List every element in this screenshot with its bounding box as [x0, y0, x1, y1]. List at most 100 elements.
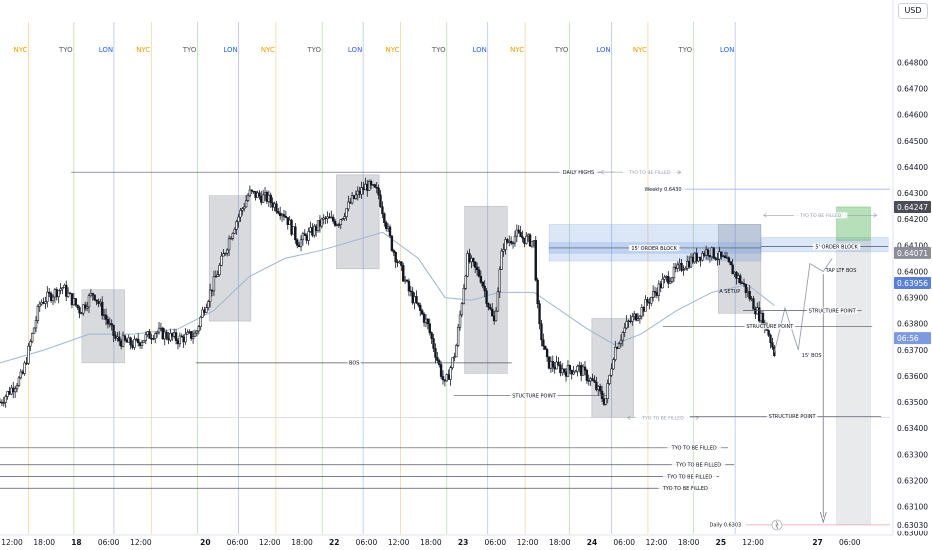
candle-body — [508, 240, 511, 243]
candle-body — [127, 337, 130, 343]
candle-body — [498, 269, 501, 293]
session-label-nyc: NYC — [510, 46, 524, 54]
session-label-lon: LON — [473, 46, 487, 54]
candle-body — [555, 361, 558, 370]
candle-body — [271, 202, 274, 208]
candle-body — [144, 334, 147, 341]
candle-body — [644, 299, 647, 312]
candle-body — [214, 276, 218, 278]
candle-body — [282, 214, 286, 217]
candle-body — [633, 313, 636, 317]
candle-body — [400, 261, 403, 266]
session-label-tyo: TYO — [431, 46, 446, 54]
candle-body — [403, 279, 407, 282]
price-tag — [894, 332, 931, 345]
candle-body — [689, 256, 693, 268]
candle-body — [161, 327, 165, 340]
candle-body — [261, 194, 265, 203]
candle-body — [356, 190, 360, 196]
currency-button[interactable]: USD — [898, 3, 928, 19]
candle-body — [684, 267, 687, 271]
candle-body — [428, 323, 431, 333]
candle-body — [547, 356, 551, 369]
level-label-bg — [628, 244, 680, 251]
candle-body — [604, 398, 608, 405]
candle-body — [491, 308, 494, 317]
candle-body — [767, 330, 770, 336]
candle-body — [152, 338, 155, 340]
candle-body — [542, 339, 545, 347]
level-label-bg — [812, 243, 861, 250]
candle-body — [174, 332, 178, 341]
candle-body — [570, 369, 573, 375]
session-label-tyo: TYO — [58, 46, 73, 54]
level-label: 15' ORDER BLOCK — [631, 246, 677, 252]
candle-body — [528, 234, 532, 247]
candle-body — [301, 233, 305, 241]
candle-body — [544, 345, 547, 350]
candle-body — [243, 206, 246, 209]
time-label: 18:00 — [549, 538, 571, 547]
candle-body — [566, 365, 570, 377]
candle-body — [377, 187, 380, 196]
price-tick-label: 0.64500 — [897, 137, 928, 146]
candle-body — [328, 216, 331, 219]
candle-body — [545, 349, 549, 358]
candle-body — [129, 337, 132, 346]
candle-body — [68, 292, 72, 295]
candle-body — [562, 368, 566, 373]
candle-body — [481, 282, 484, 287]
candle-body — [733, 271, 736, 275]
candle-body — [66, 292, 70, 297]
candle-body — [278, 212, 282, 217]
candle-body — [511, 242, 515, 245]
candle-body — [246, 195, 250, 201]
candle-body — [375, 186, 378, 189]
candle-body — [610, 368, 613, 376]
candle-body — [140, 342, 144, 346]
candle-body — [388, 226, 392, 237]
candle-body — [19, 371, 23, 379]
candle-body — [311, 227, 314, 236]
candle-body — [483, 285, 486, 292]
candle-body — [6, 391, 9, 397]
candle-body — [731, 264, 734, 275]
level-label-bg — [640, 186, 686, 193]
candle-body — [394, 251, 397, 263]
time-label: 12:00 — [130, 538, 152, 547]
candle-body — [324, 217, 327, 220]
level-arrow-left — [626, 415, 631, 421]
candle-body — [13, 388, 17, 393]
candle-body — [430, 332, 433, 339]
candle-body — [347, 201, 350, 210]
candle-body — [494, 310, 498, 322]
candle-body — [424, 318, 428, 323]
candle-body — [119, 340, 123, 347]
time-label: 06:00 — [485, 538, 507, 547]
candle-body — [38, 303, 41, 307]
candle-body — [746, 291, 749, 294]
candle-body — [589, 378, 592, 382]
candle-body — [212, 276, 216, 292]
candle-body — [296, 239, 299, 246]
candle-body — [74, 298, 77, 306]
candle-body — [597, 386, 600, 390]
candle-body — [99, 301, 102, 304]
candle-body — [275, 203, 278, 212]
candle-body — [178, 335, 182, 345]
price-tag-label: 0.63030 — [897, 521, 928, 530]
stop-zone — [836, 239, 871, 526]
candle-body — [48, 291, 51, 294]
price-tick-label: 0.63500 — [897, 398, 928, 407]
candle-body — [197, 326, 200, 332]
candle-body — [559, 364, 562, 374]
candle-body — [314, 225, 318, 231]
candle-body — [682, 269, 685, 271]
price-tick-label: 0.63300 — [897, 450, 928, 459]
candle-body — [721, 255, 725, 258]
candle-body — [661, 278, 664, 289]
candle-body — [116, 336, 119, 339]
candle-body — [750, 298, 753, 300]
candle-body — [687, 260, 691, 268]
